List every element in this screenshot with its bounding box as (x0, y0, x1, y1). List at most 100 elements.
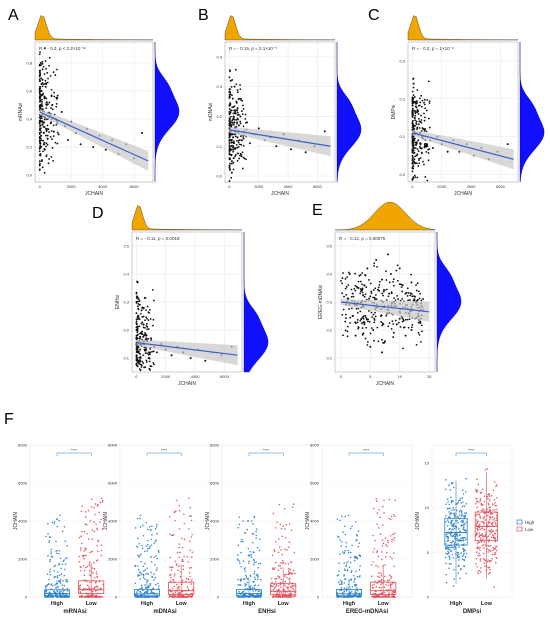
scatter-point (39, 154, 42, 157)
scatter-point (346, 335, 349, 338)
scatter-point (231, 97, 234, 100)
jitter-point (182, 565, 184, 567)
y-axis-label: EREG-mDNAsi (318, 285, 324, 319)
jitter-point (479, 534, 481, 537)
jitter-point (289, 568, 292, 571)
jitter-point (347, 560, 350, 563)
scatter-point (45, 145, 47, 148)
jitter-point (483, 547, 485, 549)
scatter-point (230, 85, 233, 88)
scatter-point (135, 354, 138, 357)
scatter-point (38, 96, 41, 98)
jitter-point (461, 497, 464, 499)
y-tick-label: 6000 (108, 481, 118, 486)
jitter-point (483, 541, 486, 543)
scatter-point (345, 313, 347, 316)
scatter-point (383, 289, 386, 291)
scatter-point (427, 80, 430, 83)
scatter-point (378, 283, 381, 286)
jitter-point (446, 519, 449, 521)
jitter-point (488, 572, 490, 575)
scatter-point (135, 318, 138, 321)
scatter-point (414, 176, 417, 179)
scatter-point (407, 299, 410, 302)
jitter-point (170, 569, 173, 571)
scatter-point (46, 143, 49, 146)
scatter-point (390, 292, 393, 295)
jitter-point (252, 523, 254, 525)
jitter-point (271, 596, 274, 598)
jitter-point (144, 587, 147, 589)
jitter-point (449, 533, 452, 536)
scatter-point (52, 130, 55, 133)
scatter-point (423, 163, 425, 166)
scatter-point (366, 341, 369, 343)
jitter-point (238, 590, 240, 593)
scatter-point (231, 133, 234, 136)
jitter-point (176, 551, 179, 554)
jitter-point (373, 547, 376, 550)
jitter-point (387, 541, 389, 544)
scatter-point (40, 131, 43, 133)
jitter-point (52, 596, 54, 598)
jitter-point (288, 581, 291, 583)
jitter-point (488, 549, 490, 551)
scatter-point (411, 104, 414, 107)
scatter-point (151, 350, 154, 353)
jitter-point (44, 585, 47, 587)
scatter-point (370, 311, 373, 314)
scatter-point (367, 279, 370, 281)
scatter-point (423, 119, 426, 122)
jitter-point (147, 579, 149, 582)
jitter-point (190, 583, 193, 585)
jitter-point (147, 590, 149, 592)
jitter-point (355, 539, 357, 542)
scatter-point (412, 177, 415, 180)
jitter-point (477, 554, 479, 557)
scatter-point (348, 273, 351, 275)
x-tick-label: Low (481, 601, 493, 607)
jitter-point (341, 592, 344, 594)
jitter-point (156, 567, 158, 569)
jitter-point (488, 495, 491, 498)
jitter-point (237, 559, 239, 561)
scatter-point (393, 297, 395, 300)
jitter-point (451, 541, 453, 544)
scatter-point (44, 85, 47, 88)
jitter-point (385, 543, 387, 546)
jitter-point (379, 516, 381, 519)
scatter-point (155, 351, 158, 354)
jitter-point (279, 523, 282, 526)
jitter-point (140, 553, 142, 556)
y-axis-label: JCHAIN (305, 512, 311, 530)
scatter-point (373, 319, 376, 321)
jitter-point (138, 555, 141, 557)
scatter-point (228, 123, 231, 126)
jitter-point (169, 574, 171, 576)
jitter-point (379, 592, 382, 595)
jitter-point (337, 581, 340, 584)
x-tick-label: High (450, 601, 463, 607)
scatter-point (52, 135, 55, 137)
jitter-point (253, 587, 256, 590)
jitter-point (284, 580, 287, 583)
scatter-point (45, 107, 48, 110)
y-tick-label: 0.2 (326, 328, 332, 333)
jitter-point (391, 557, 393, 560)
y-tick-label: 0.3 (216, 84, 222, 89)
jitter-point (96, 545, 99, 547)
jitter-point (487, 566, 490, 569)
jitter-point (372, 561, 374, 563)
scatter-point (419, 146, 422, 149)
jitter-point (495, 519, 498, 521)
jitter-point (249, 585, 252, 587)
jitter-point (377, 575, 379, 578)
scatter-point (381, 338, 383, 341)
jitter-point (481, 538, 484, 541)
scatter-point (47, 128, 50, 131)
jitter-point (100, 549, 103, 552)
jitter-point (154, 540, 157, 543)
jitter-point (356, 575, 359, 578)
scatter-point (142, 335, 145, 338)
